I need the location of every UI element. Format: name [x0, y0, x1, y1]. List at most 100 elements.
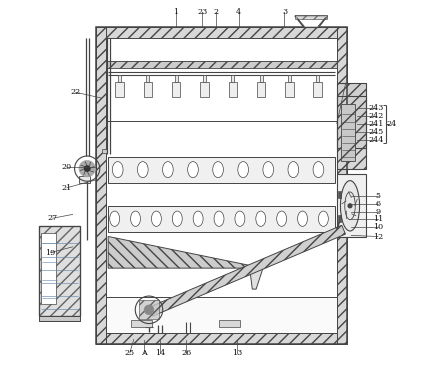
Bar — [106, 61, 337, 68]
Bar — [140, 300, 159, 319]
Ellipse shape — [256, 211, 266, 226]
Bar — [106, 297, 337, 334]
Bar — [337, 28, 347, 344]
Text: 25: 25 — [125, 349, 135, 357]
Circle shape — [79, 160, 95, 177]
Text: 12: 12 — [373, 232, 383, 241]
Ellipse shape — [172, 211, 182, 226]
Circle shape — [144, 305, 154, 314]
Text: 19: 19 — [46, 249, 56, 257]
Bar — [316, 75, 319, 82]
Text: 242: 242 — [369, 112, 384, 120]
Text: 6: 6 — [375, 200, 381, 208]
Bar — [338, 192, 341, 198]
Text: 21: 21 — [62, 184, 72, 192]
Bar — [102, 149, 107, 153]
Ellipse shape — [137, 162, 148, 178]
Polygon shape — [108, 236, 263, 268]
Text: 14: 14 — [155, 349, 165, 357]
Bar — [106, 61, 337, 121]
Text: 244: 244 — [369, 136, 384, 144]
Ellipse shape — [238, 162, 249, 178]
Bar — [288, 75, 291, 82]
Bar — [337, 83, 366, 148]
Text: 22: 22 — [70, 88, 81, 96]
Text: 10: 10 — [373, 223, 383, 231]
Bar — [257, 82, 265, 97]
Bar — [200, 82, 209, 97]
Bar — [96, 28, 347, 344]
Bar — [285, 82, 294, 97]
Bar — [260, 75, 263, 82]
Bar — [146, 75, 149, 82]
Bar — [337, 83, 366, 148]
Ellipse shape — [188, 162, 198, 178]
Bar — [39, 316, 80, 321]
Bar — [172, 82, 180, 97]
Bar — [144, 82, 152, 97]
Bar — [108, 206, 335, 232]
Ellipse shape — [277, 211, 287, 226]
Text: 26: 26 — [181, 349, 191, 357]
Bar — [39, 226, 80, 316]
Ellipse shape — [110, 211, 120, 226]
Bar — [79, 176, 90, 183]
Text: 4: 4 — [236, 8, 241, 16]
Bar — [219, 320, 240, 327]
Bar — [116, 82, 124, 97]
Ellipse shape — [341, 181, 360, 231]
Ellipse shape — [214, 211, 224, 226]
Bar — [175, 75, 178, 82]
Text: 241: 241 — [369, 119, 384, 128]
Text: 20: 20 — [62, 163, 72, 171]
Text: 27: 27 — [48, 214, 58, 222]
Bar — [118, 75, 121, 82]
Text: 9: 9 — [375, 208, 381, 216]
Bar — [39, 318, 80, 321]
Circle shape — [85, 166, 90, 171]
Ellipse shape — [288, 162, 299, 178]
Bar — [108, 157, 335, 183]
Ellipse shape — [235, 211, 245, 226]
Circle shape — [348, 204, 352, 208]
Ellipse shape — [163, 162, 173, 178]
Bar — [96, 28, 347, 38]
Text: 2: 2 — [213, 8, 218, 16]
Ellipse shape — [113, 162, 123, 178]
Bar — [341, 104, 355, 161]
Text: 13: 13 — [232, 349, 242, 357]
Text: 3: 3 — [282, 8, 287, 16]
Bar — [96, 28, 106, 344]
Bar — [41, 234, 56, 304]
Bar — [39, 226, 80, 316]
Bar — [231, 75, 234, 82]
Text: 5: 5 — [376, 192, 381, 200]
Bar — [203, 75, 206, 82]
Bar — [337, 174, 366, 237]
Ellipse shape — [193, 211, 203, 226]
Bar — [131, 320, 152, 327]
Bar — [295, 15, 327, 19]
Ellipse shape — [152, 211, 161, 226]
Text: A: A — [142, 349, 147, 357]
Ellipse shape — [319, 211, 328, 226]
Text: 1: 1 — [173, 8, 178, 16]
Bar — [229, 82, 237, 97]
Text: 23: 23 — [197, 8, 207, 16]
Text: 24: 24 — [386, 120, 396, 128]
Bar — [96, 334, 347, 344]
Ellipse shape — [263, 162, 274, 178]
Ellipse shape — [131, 211, 140, 226]
Ellipse shape — [213, 162, 223, 178]
Polygon shape — [295, 16, 327, 28]
Ellipse shape — [298, 211, 307, 226]
Text: 11: 11 — [373, 215, 383, 223]
Bar — [338, 215, 341, 221]
Text: 243: 243 — [369, 104, 384, 112]
Text: 245: 245 — [369, 128, 384, 136]
Bar — [337, 96, 366, 169]
Polygon shape — [149, 225, 346, 316]
Polygon shape — [250, 268, 263, 289]
Bar — [314, 82, 322, 97]
Ellipse shape — [313, 162, 324, 178]
